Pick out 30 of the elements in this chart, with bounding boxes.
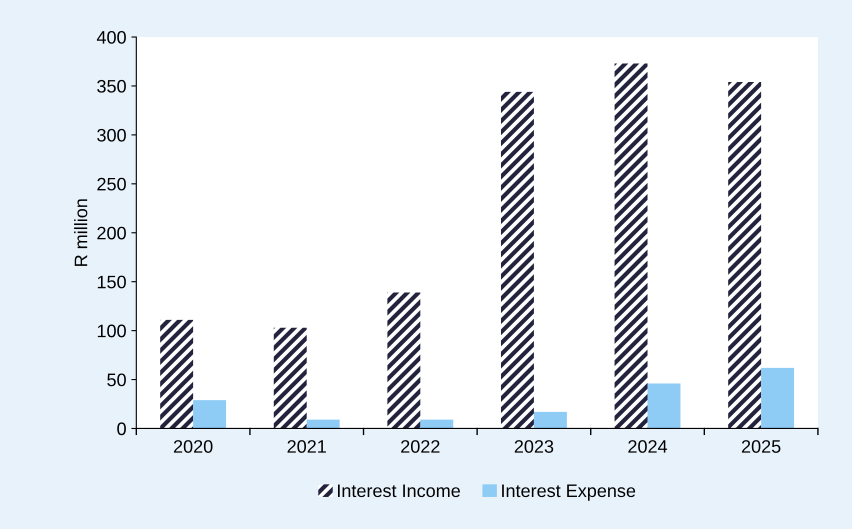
- x-tick-label: 2021: [288, 440, 326, 453]
- bar: [306, 420, 340, 428]
- bar: [648, 383, 680, 428]
- bar: [761, 368, 794, 428]
- x-tick-label: 2023: [514, 440, 554, 453]
- y-axis-title: R million: [74, 199, 88, 266]
- x-tick-label: 2025: [742, 440, 780, 453]
- y-tick-label: 350: [97, 80, 126, 93]
- y-tick-label: 400: [96, 30, 126, 44]
- bar: [193, 400, 226, 428]
- y-tick-label: 50: [107, 373, 126, 386]
- legend-label: Interest Income: [338, 484, 460, 498]
- bar: [728, 82, 762, 428]
- x-tick-label: 2020: [174, 440, 212, 453]
- y-tick-label: 250: [97, 178, 126, 191]
- x-tick-label: 2024: [628, 440, 668, 453]
- legend-label: Interest Expense: [502, 484, 636, 501]
- y-tick-label: 150: [98, 276, 126, 288]
- x-tick-label: 2022: [401, 440, 440, 453]
- bar: [387, 292, 420, 428]
- y-tick-label: 300: [97, 128, 126, 142]
- bar: [274, 328, 307, 428]
- bar: [160, 320, 194, 428]
- y-tick-label: 0: [117, 422, 126, 436]
- y-tick-label: 200: [97, 226, 126, 240]
- y-tick-label: 100: [98, 324, 126, 338]
- bar: [534, 412, 567, 428]
- bar: [420, 420, 454, 428]
- bar: [500, 92, 534, 428]
- bar: [614, 63, 648, 428]
